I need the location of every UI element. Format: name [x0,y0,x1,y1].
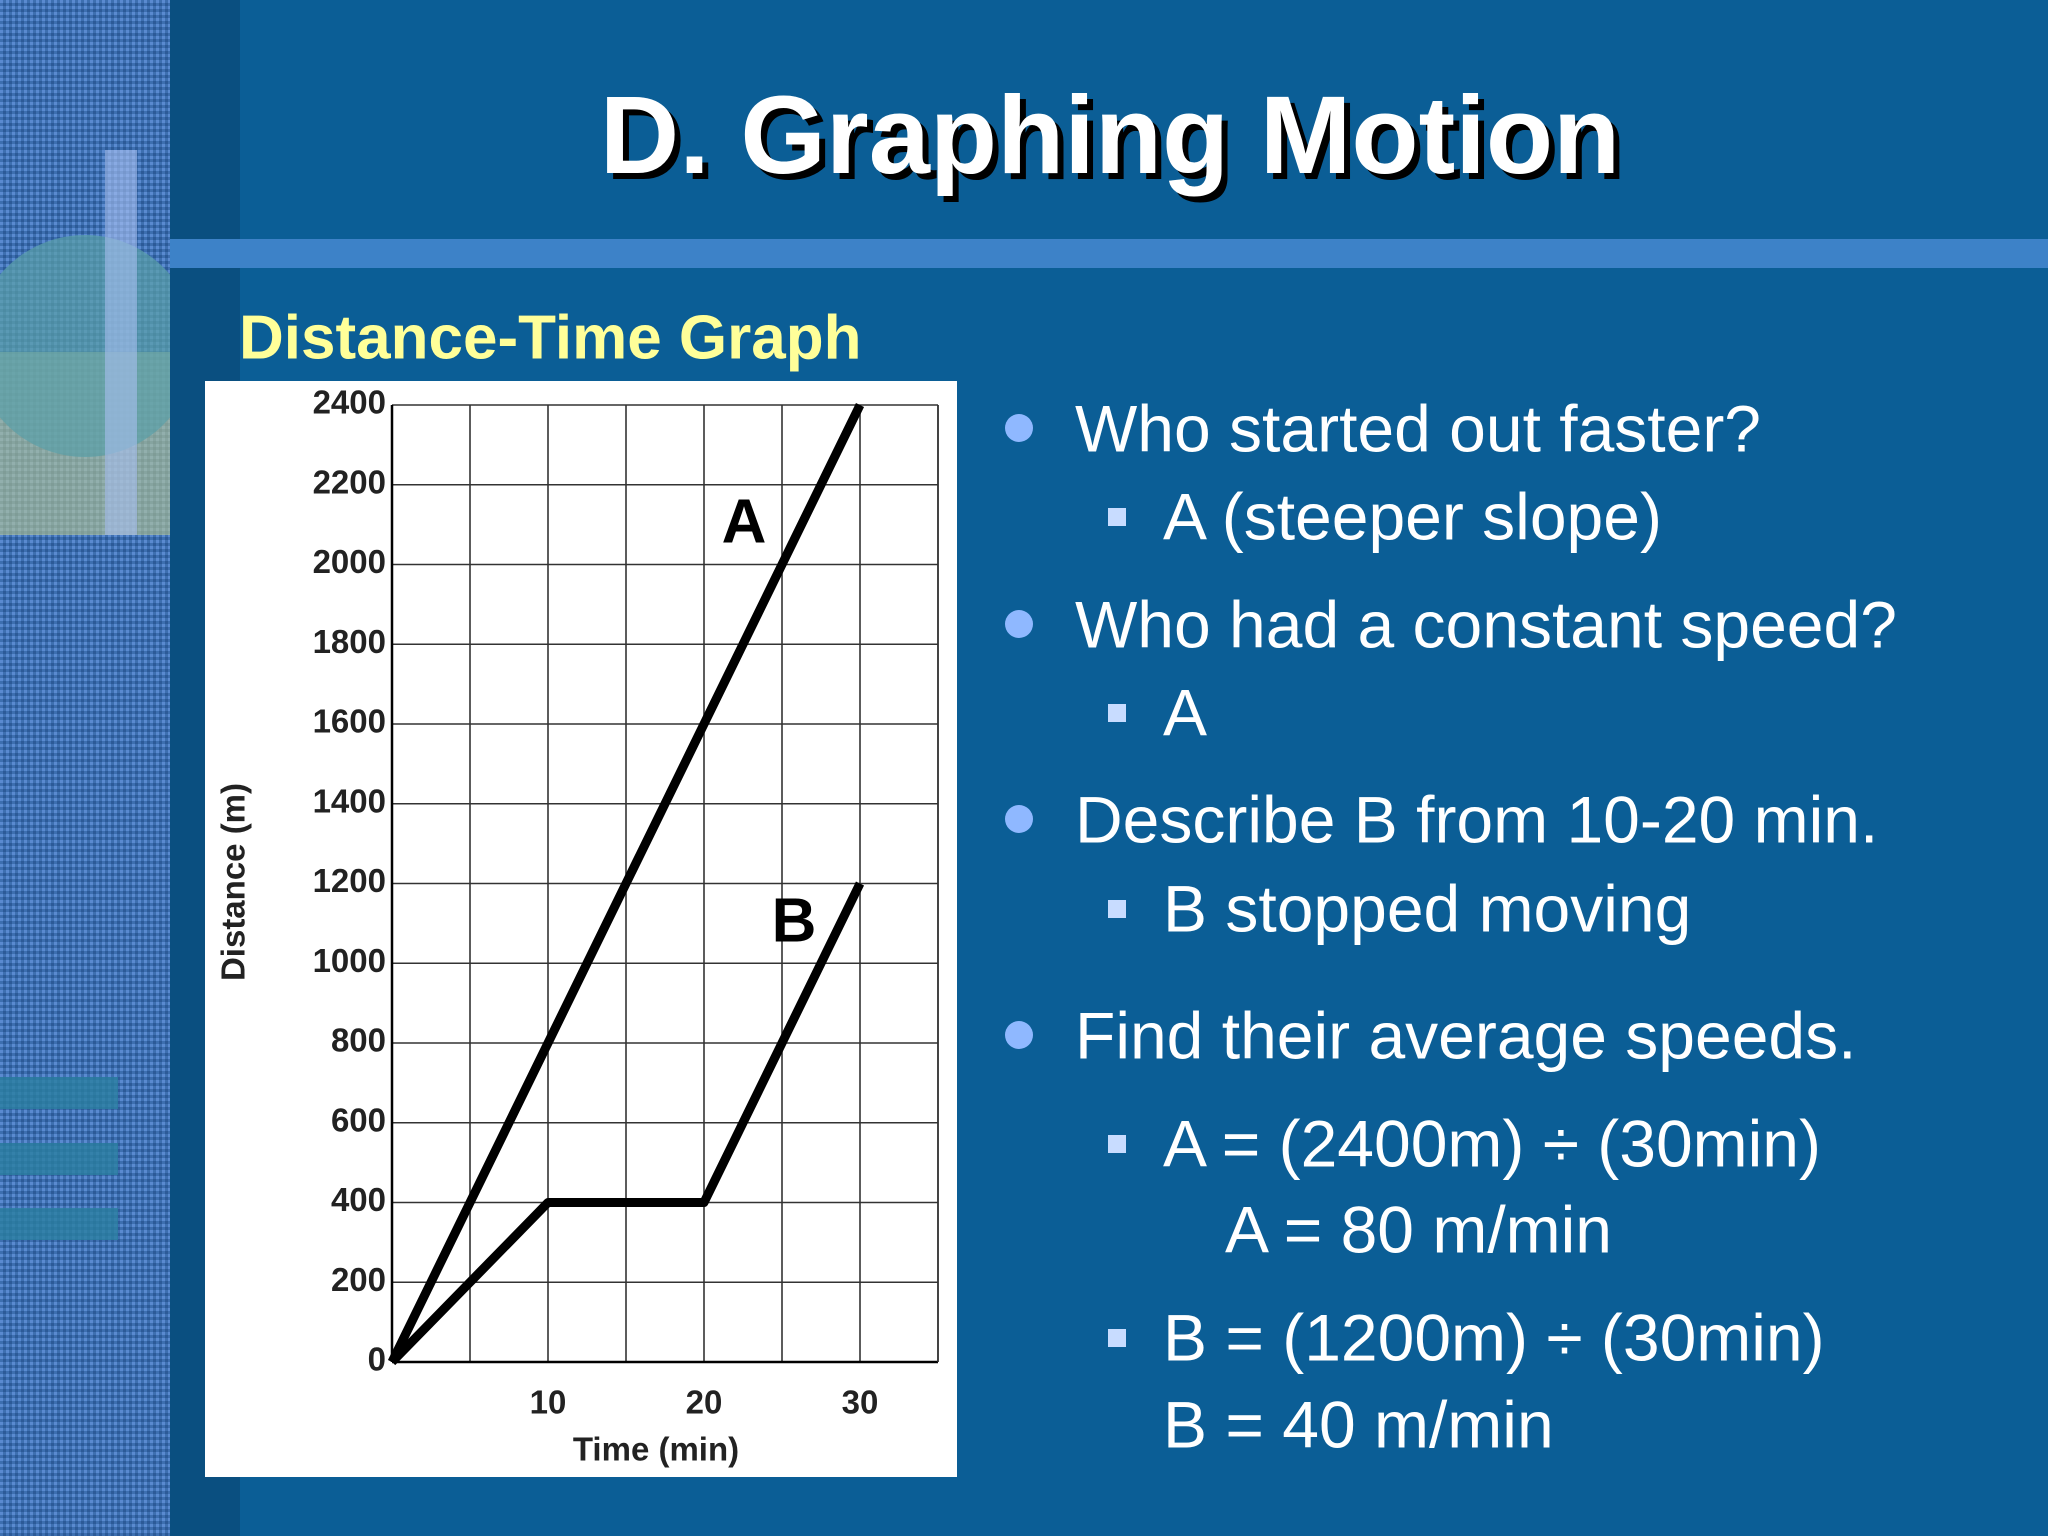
sub-bullet-square [1108,1135,1126,1153]
x-axis-label: Time (min) [573,1431,739,1468]
sub-bullet: B stopped moving [1163,871,1691,945]
sub-bullet: A = (2400m) ÷ (30min) [1163,1106,1821,1180]
y-tick-label: 400 [331,1181,386,1218]
y-tick-label: 2400 [313,384,386,421]
series-line [388,881,865,1366]
chart-title: Distance-Time Graph [239,303,861,372]
bullet: Who started out faster? [1075,391,1761,465]
bullet: Find their average speeds. [1075,998,1856,1072]
bullet: Who had a constant speed? [1075,587,1897,661]
texture-strip [0,0,170,1536]
chart-box [205,381,957,1477]
decor-stripe [0,1143,118,1175]
series-label: A [722,487,767,556]
y-tick-label: 800 [331,1022,386,1059]
plot: 0 200 400 600 800 1000 1200 1400 1600 1800 2000 220… [313,384,939,1421]
y-tick-label: 600 [331,1101,386,1138]
bullet-dot [1005,1021,1033,1049]
bullet-dot [1005,805,1033,833]
y-tick-label: 1600 [313,703,386,740]
x-tick-label: 20 [686,1384,723,1421]
title-shadow: D. Graphing Motion [606,80,1626,203]
sub-bullet-square [1108,1329,1126,1347]
y-tick-label: 0 [368,1341,386,1378]
sub-bullet-square [1108,900,1126,918]
series-label: B [772,886,817,955]
x-tick-label: 30 [842,1384,879,1421]
decor-stripe [0,1077,118,1109]
sub-bullet-continuation: A = 80 m/min [1225,1192,1612,1266]
decor-bar [105,150,137,535]
series-line [387,403,865,1364]
y-tick-label: 2200 [313,463,386,500]
y-tick-label: 1200 [313,862,386,899]
y-tick-label: 1000 [313,942,386,979]
decor-circle [0,235,196,457]
y-tick-label: 1400 [313,782,386,819]
sub-bullet-square [1108,704,1126,722]
sub-bullet-square [1108,508,1126,526]
y-tick-label: 2000 [313,543,386,580]
sub-bullet-continuation: B = 40 m/min [1163,1387,1554,1461]
bullets: Who started out faster? A (steeper slope… [1005,391,1897,1461]
sub-bullet: A [1163,675,1207,749]
decor-stripe [0,1208,118,1240]
sub-bullet: A (steeper slope) [1163,479,1662,553]
y-axis-label: Distance (m) [215,783,252,981]
y-tick-label: 200 [331,1261,386,1298]
bullet: Describe B from 10-20 min. [1075,782,1878,856]
x-tick-label: 10 [530,1384,567,1421]
y-tick-label: 1800 [313,623,386,660]
bullet-dot [1005,610,1033,638]
bullet-dot [1005,414,1033,442]
title: D. Graphing Motion [600,74,1620,197]
title-rule [170,239,2048,268]
sub-bullet: B = (1200m) ÷ (30min) [1163,1300,1825,1374]
